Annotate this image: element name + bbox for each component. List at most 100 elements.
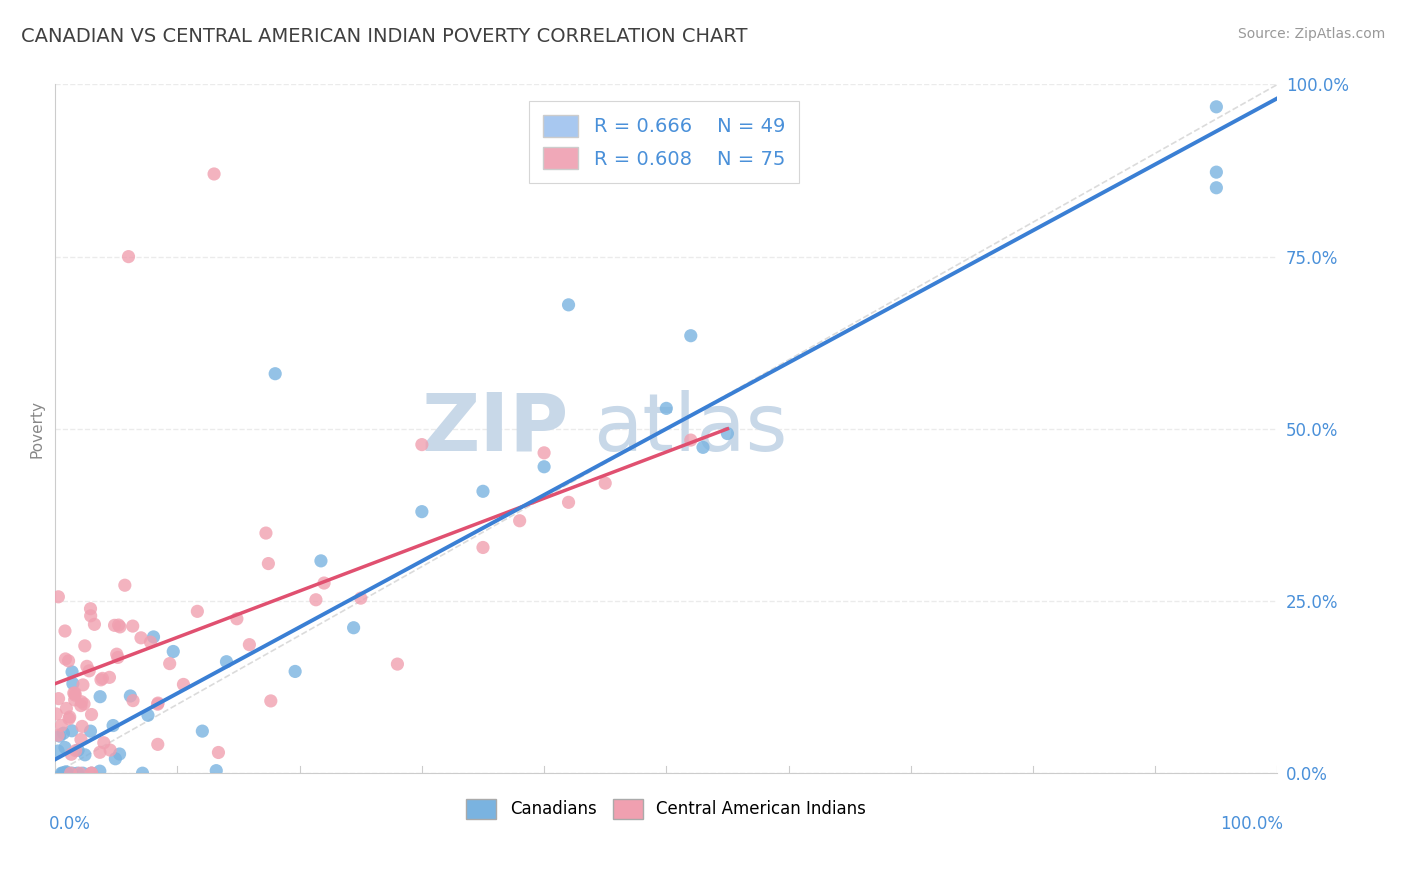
Point bbox=[557, 495, 579, 509]
Point bbox=[58, 654, 80, 668]
Point bbox=[70, 719, 93, 733]
Point bbox=[136, 708, 159, 723]
Point bbox=[80, 766, 103, 780]
Point bbox=[159, 657, 181, 671]
Point bbox=[655, 401, 678, 416]
Point bbox=[55, 701, 77, 715]
Point bbox=[679, 328, 702, 343]
Point bbox=[52, 766, 75, 780]
Point bbox=[80, 707, 103, 722]
Text: ZIP: ZIP bbox=[422, 390, 568, 467]
Y-axis label: Poverty: Poverty bbox=[30, 400, 44, 458]
Point bbox=[114, 578, 136, 592]
Point bbox=[62, 676, 84, 690]
Point bbox=[70, 698, 93, 713]
Text: 100.0%: 100.0% bbox=[1220, 814, 1284, 832]
Point bbox=[716, 426, 738, 441]
Point bbox=[79, 724, 101, 739]
Point bbox=[45, 706, 67, 721]
Point bbox=[342, 621, 364, 635]
Point bbox=[105, 647, 128, 661]
Point bbox=[72, 678, 94, 692]
Point bbox=[98, 743, 121, 757]
Point bbox=[142, 630, 165, 644]
Point bbox=[107, 618, 129, 632]
Point bbox=[53, 624, 76, 638]
Point bbox=[52, 726, 75, 740]
Point bbox=[80, 766, 103, 780]
Point bbox=[93, 736, 115, 750]
Point bbox=[238, 638, 260, 652]
Point bbox=[350, 591, 373, 606]
Text: CANADIAN VS CENTRAL AMERICAN INDIAN POVERTY CORRELATION CHART: CANADIAN VS CENTRAL AMERICAN INDIAN POVE… bbox=[21, 27, 748, 45]
Point bbox=[51, 766, 73, 780]
Point bbox=[1205, 180, 1227, 194]
Legend: Canadians, Central American Indians: Canadians, Central American Indians bbox=[458, 791, 875, 827]
Point bbox=[65, 743, 87, 757]
Point bbox=[58, 712, 80, 726]
Point bbox=[191, 724, 214, 739]
Point bbox=[129, 631, 152, 645]
Point bbox=[90, 673, 112, 687]
Point bbox=[146, 737, 169, 751]
Point bbox=[108, 747, 131, 761]
Point bbox=[70, 732, 93, 747]
Text: Source: ZipAtlas.com: Source: ZipAtlas.com bbox=[1237, 27, 1385, 41]
Point bbox=[260, 694, 283, 708]
Point bbox=[162, 644, 184, 658]
Point bbox=[215, 655, 238, 669]
Point bbox=[51, 766, 73, 780]
Point bbox=[91, 672, 114, 686]
Point bbox=[186, 604, 208, 618]
Point bbox=[53, 740, 76, 755]
Point bbox=[77, 664, 100, 678]
Point bbox=[62, 686, 84, 700]
Point bbox=[55, 764, 77, 779]
Point bbox=[312, 576, 335, 591]
Point bbox=[305, 592, 328, 607]
Point bbox=[411, 437, 433, 451]
Point bbox=[557, 298, 579, 312]
Point bbox=[59, 710, 82, 724]
Point bbox=[257, 557, 280, 571]
Point bbox=[69, 766, 91, 780]
Point bbox=[55, 652, 77, 666]
Point bbox=[472, 484, 495, 499]
Point bbox=[60, 665, 83, 679]
Point bbox=[48, 590, 70, 604]
Point bbox=[101, 718, 124, 732]
Point bbox=[309, 554, 332, 568]
Point bbox=[60, 747, 83, 762]
Point bbox=[103, 618, 125, 632]
Point bbox=[202, 167, 225, 181]
Point bbox=[120, 689, 142, 703]
Point bbox=[533, 459, 555, 474]
Point bbox=[509, 514, 531, 528]
Point bbox=[387, 657, 409, 671]
Point bbox=[122, 693, 145, 707]
Point bbox=[60, 723, 83, 738]
Point bbox=[46, 744, 69, 758]
Point bbox=[67, 743, 90, 757]
Point bbox=[56, 766, 79, 780]
Point bbox=[284, 665, 307, 679]
Point bbox=[139, 635, 162, 649]
Point bbox=[63, 688, 86, 702]
Point bbox=[73, 639, 96, 653]
Point bbox=[411, 505, 433, 519]
Point bbox=[63, 693, 86, 707]
Point bbox=[89, 745, 111, 759]
Point bbox=[89, 764, 111, 779]
Point bbox=[76, 659, 98, 673]
Point bbox=[53, 766, 76, 780]
Point bbox=[72, 766, 94, 780]
Point bbox=[83, 617, 105, 632]
Point bbox=[79, 601, 101, 615]
Point bbox=[254, 526, 277, 541]
Text: 0.0%: 0.0% bbox=[49, 814, 91, 832]
Point bbox=[593, 476, 616, 491]
Point bbox=[146, 697, 169, 711]
Point bbox=[59, 766, 82, 780]
Point bbox=[533, 446, 555, 460]
Point bbox=[51, 718, 73, 732]
